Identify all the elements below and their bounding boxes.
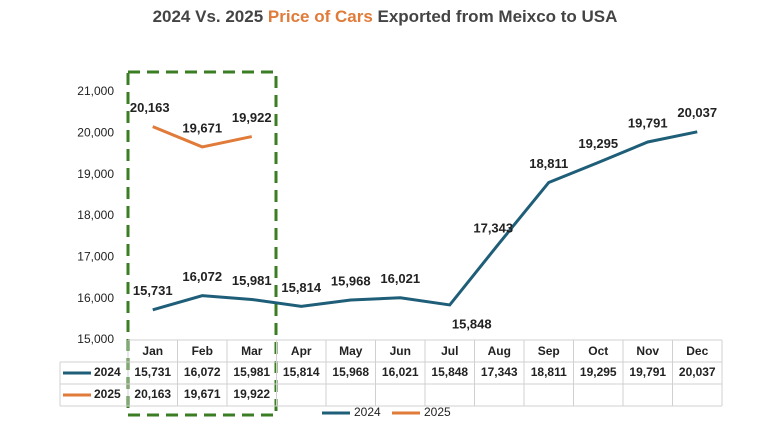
y-tick-label: 17,000 xyxy=(77,250,114,264)
series-line xyxy=(152,130,698,312)
table-cell: 19,922 xyxy=(233,387,270,401)
x-tick-label: Mar xyxy=(241,344,263,358)
x-tick-label: May xyxy=(339,344,363,358)
legend-label: 2025 xyxy=(424,405,451,419)
table-series-name: 2025 xyxy=(94,387,121,401)
x-tick-label: Jun xyxy=(390,344,411,358)
table-cell: 15,814 xyxy=(283,365,320,379)
x-tick-label: Oct xyxy=(588,344,608,358)
data-label: 19,922 xyxy=(232,110,272,125)
table-cell: 16,021 xyxy=(382,365,419,379)
data-label: 15,731 xyxy=(133,283,173,298)
x-tick-label: Nov xyxy=(636,344,659,358)
table-cell: 20,037 xyxy=(679,365,716,379)
table-cell: 15,731 xyxy=(134,365,171,379)
title-part: 2024 Vs. 2025 xyxy=(153,7,268,26)
x-tick-label: Aug xyxy=(488,344,511,358)
data-label: 15,848 xyxy=(452,316,492,331)
table-cell: 18,811 xyxy=(531,365,567,379)
table-cell: 15,968 xyxy=(332,365,369,379)
legend-label: 2024 xyxy=(354,405,381,419)
table-series-name: 2024 xyxy=(94,365,121,379)
x-tick-label: Feb xyxy=(192,344,213,358)
data-label: 18,811 xyxy=(529,156,568,171)
x-tick-label: Dec xyxy=(686,344,708,358)
x-tick-label: Sep xyxy=(538,344,560,358)
data-label: 20,037 xyxy=(677,105,717,120)
x-tick-label: Jul xyxy=(441,344,458,358)
x-tick-label: Jan xyxy=(142,344,163,358)
title-part: Exported from Meixco to USA xyxy=(373,7,618,26)
y-tick-label: 20,000 xyxy=(77,126,114,140)
data-label: 19,671 xyxy=(182,120,222,135)
data-label: 16,021 xyxy=(380,271,420,286)
series-line xyxy=(152,125,253,149)
x-tick-label: Apr xyxy=(291,344,312,358)
data-label: 16,072 xyxy=(182,269,222,284)
y-tick-label: 21,000 xyxy=(77,84,114,98)
table-cell: 20,163 xyxy=(134,387,171,401)
data-label: 19,791 xyxy=(628,115,668,130)
data-label: 15,981 xyxy=(232,273,272,288)
table-cell: 15,981 xyxy=(233,365,270,379)
chart-title: 2024 Vs. 2025 Price of Cars Exported fro… xyxy=(153,7,618,26)
data-label: 17,343 xyxy=(473,221,513,236)
table-cell: 19,791 xyxy=(629,365,666,379)
y-tick-label: 16,000 xyxy=(77,291,114,305)
y-tick-label: 19,000 xyxy=(77,167,114,181)
data-label: 19,295 xyxy=(578,136,618,151)
data-label: 15,968 xyxy=(331,273,371,288)
y-tick-label: 18,000 xyxy=(77,208,114,222)
data-label: 15,814 xyxy=(281,280,322,295)
table-cell: 19,671 xyxy=(184,387,221,401)
data-label: 20,163 xyxy=(130,100,170,115)
table-cell: 19,295 xyxy=(580,365,617,379)
table-cell: 16,072 xyxy=(184,365,221,379)
y-tick-label: 15,000 xyxy=(77,332,114,346)
title-highlight: Price of Cars xyxy=(268,7,373,26)
table-cell: 15,848 xyxy=(431,365,468,379)
table-cell: 17,343 xyxy=(481,365,518,379)
